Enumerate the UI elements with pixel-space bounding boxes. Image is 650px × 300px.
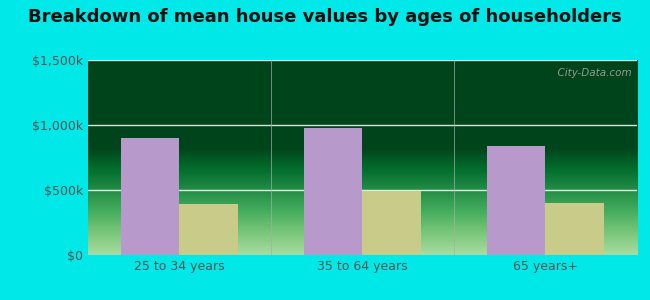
Bar [121, 138, 179, 255]
Bar [304, 128, 363, 255]
Bar [179, 204, 238, 255]
Text: City-Data.com: City-Data.com [551, 68, 632, 78]
Bar [545, 203, 604, 255]
Text: Breakdown of mean house values by ages of householders: Breakdown of mean house values by ages o… [28, 8, 622, 26]
Bar [487, 146, 545, 255]
Bar [363, 191, 421, 255]
